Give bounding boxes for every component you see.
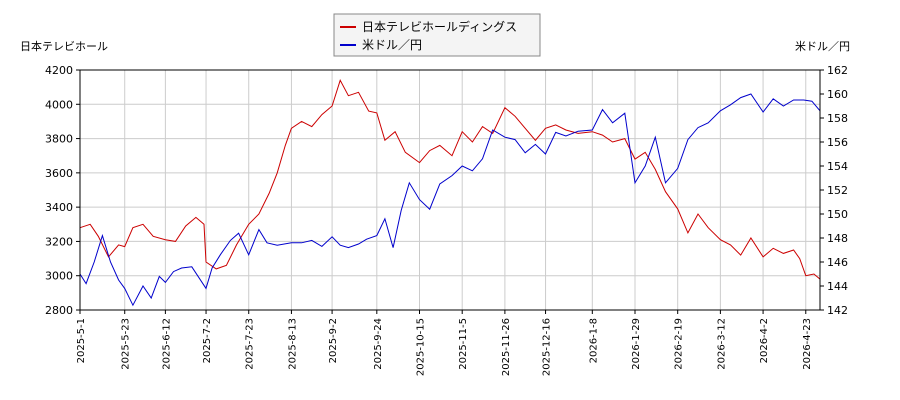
left-tick-label: 4000 <box>45 98 73 111</box>
x-tick-label: 2025-6-12 <box>161 318 172 370</box>
left-tick-label: 3800 <box>45 133 73 146</box>
grid <box>79 69 820 311</box>
right-tick-label: 150 <box>827 208 848 221</box>
x-tick-label: 2025-12-16 <box>542 318 553 376</box>
legend-entry-nippon-tv: 日本テレビホールディングス <box>362 19 517 34</box>
series-line-nippon-tv <box>79 79 821 280</box>
left-tick-label: 3600 <box>45 167 73 180</box>
right-tick-label: 160 <box>827 88 848 101</box>
x-tick-label: 2025-11-26 <box>501 318 512 376</box>
left-tick-label: 3400 <box>45 201 73 214</box>
right-tick-label: 158 <box>827 112 848 125</box>
x-tick-label: 2026-4-2 <box>759 318 770 363</box>
left-tick-label: 3000 <box>45 270 73 283</box>
right-tick-label: 146 <box>827 256 848 269</box>
series-layer <box>79 79 821 307</box>
x-tick-label: 2025-9-24 <box>373 318 384 370</box>
left-axis-ticks: 2800 3000 3200 3400 3600 3800 4000 4200 <box>45 64 80 317</box>
right-tick-label: 162 <box>827 64 848 77</box>
x-tick-label: 2025-5-23 <box>121 318 132 370</box>
x-axis-ticks: 2025-5-1 2025-5-23 2025-6-12 2025-7-2 2025-7… <box>76 310 813 376</box>
x-tick-label: 2025-7-23 <box>245 318 256 370</box>
legend-entry-usdjpy: 米ドル／円 <box>362 38 422 52</box>
x-tick-label: 2026-1-8 <box>588 318 599 363</box>
x-tick-label: 2026-3-12 <box>716 318 727 370</box>
right-tick-label: 144 <box>827 280 848 293</box>
right-tick-label: 142 <box>827 304 848 317</box>
x-tick-label: 2025-10-15 <box>416 318 427 376</box>
left-tick-label: 3200 <box>45 235 73 248</box>
right-tick-label: 148 <box>827 232 848 245</box>
x-tick-label: 2025-7-2 <box>202 318 213 363</box>
x-tick-label: 2025-5-1 <box>76 318 87 363</box>
x-tick-label: 2026-4-23 <box>802 318 813 370</box>
right-tick-label: 152 <box>827 184 848 197</box>
right-axis-label: 米ドル／円 <box>795 40 850 53</box>
legend: 日本テレビホールディングス 米ドル／円 <box>333 13 541 57</box>
series-line-usdjpy <box>79 93 821 307</box>
x-tick-label: 2026-2-19 <box>674 318 685 370</box>
x-tick-label: 2026-1-29 <box>631 318 642 370</box>
x-tick-label: 2025-8-13 <box>287 318 298 370</box>
legend-box <box>333 13 541 57</box>
right-axis-ticks: 142 144 146 148 150 152 154 156 158 160 162 <box>820 64 848 317</box>
left-tick-label: 4200 <box>45 64 73 77</box>
left-tick-label: 2800 <box>45 304 73 317</box>
x-tick-label: 2025-9-2 <box>328 318 339 363</box>
right-tick-label: 154 <box>827 160 848 173</box>
right-tick-label: 156 <box>827 136 848 149</box>
plot-area <box>80 70 820 310</box>
left-axis-label: 日本テレビホール <box>20 39 108 53</box>
x-tick-label: 2025-11-5 <box>458 318 469 370</box>
